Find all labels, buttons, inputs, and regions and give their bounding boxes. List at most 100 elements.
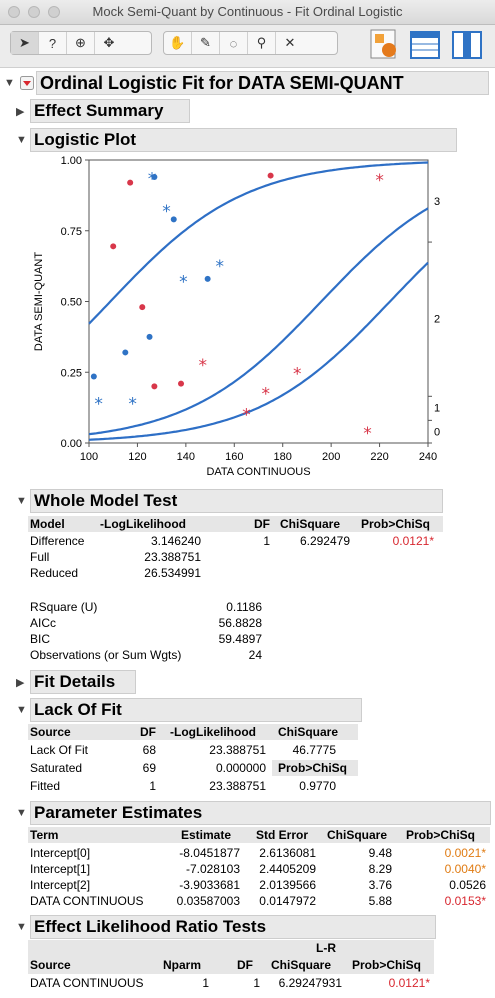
magnifier-tool-icon[interactable]: ⚲ <box>248 32 276 54</box>
data-point <box>151 383 158 390</box>
data-point <box>110 243 117 250</box>
table-header-row <box>28 724 358 740</box>
chisq-value: 46.7775 <box>292 743 336 757</box>
column-header: Prob>ChiSq <box>352 958 422 972</box>
disclosure-open-icon[interactable]: ▼ <box>16 134 27 146</box>
logistic-plot: 100 120 140 160 180 200 220 2400.000.250.500.75… <box>33 155 440 478</box>
estimate-value: -3.9033681 <box>179 878 240 892</box>
x-tick-label: 120 <box>128 451 146 463</box>
df-value: 1 <box>263 534 270 548</box>
column-header: Estimate <box>181 828 232 842</box>
disclosure-open-icon[interactable]: ▼ <box>16 921 27 933</box>
report-window-icon[interactable] <box>451 28 483 62</box>
data-point <box>122 349 129 356</box>
data-point <box>204 275 211 282</box>
column-header: Prob>ChiSq <box>406 828 476 842</box>
logistic-plot-header[interactable]: Logistic Plot <box>30 128 457 152</box>
column-header: ChiSquare <box>280 517 341 531</box>
data-table-icon[interactable] <box>409 28 441 62</box>
data-point-star: * <box>199 356 208 376</box>
whole-model-test-header[interactable]: Whole Model Test <box>30 489 443 513</box>
effect-lr-tests-header[interactable]: Effect Likelihood Ratio Tests <box>30 915 436 939</box>
plot-frame <box>88 159 429 444</box>
row-label: Lack Of Fit <box>30 743 89 757</box>
jmp-home-icon[interactable] <box>369 28 401 62</box>
data-point <box>267 172 274 179</box>
disclosure-closed-icon[interactable]: ▶ <box>16 106 25 118</box>
y-tick-label: 1.00 <box>61 155 82 167</box>
column-header: ChiSquare <box>278 725 339 739</box>
fit-details-header[interactable]: Fit Details <box>30 670 136 694</box>
zoom-window-button[interactable] <box>48 6 60 18</box>
stderr-value: 2.6136081 <box>259 846 316 860</box>
p-value: 0.0153* <box>444 894 486 908</box>
data-point-star: * <box>262 384 271 404</box>
stat-value: 59.4897 <box>218 632 262 646</box>
category-label: 0 <box>434 427 440 439</box>
grabber-tool-icon[interactable]: ✋ <box>164 32 192 54</box>
disclosure-closed-icon[interactable]: ▶ <box>16 677 25 689</box>
effect-summary-header[interactable]: Effect Summary <box>30 99 190 123</box>
lack-of-fit-header[interactable]: Lack Of Fit <box>30 698 362 722</box>
tool-group-1: ➤ ? ⊕ ✥ <box>10 31 152 55</box>
column-header: Model <box>30 517 65 531</box>
minimize-window-button[interactable] <box>28 6 40 18</box>
column-header: Std Error <box>256 828 309 842</box>
logistic-curve <box>88 161 429 325</box>
chisq-value: 8.29 <box>368 862 392 876</box>
stderr-value: 0.0147972 <box>259 894 316 908</box>
row-label: Saturated <box>30 761 83 775</box>
p-value: 0.0121* <box>388 976 430 990</box>
column-header: Source <box>30 725 71 739</box>
category-label: 2 <box>434 313 440 325</box>
column-header: DF <box>140 725 156 739</box>
stat-value: 24 <box>248 648 262 662</box>
x-tick-label: 100 <box>80 451 98 463</box>
p-value: 0.0121* <box>392 534 434 548</box>
data-point <box>178 380 185 387</box>
column-header: L-R <box>316 941 336 955</box>
row-label: DATA CONTINUOUS <box>30 976 144 990</box>
data-point <box>146 333 153 340</box>
brush-tool-icon[interactable]: ✎ <box>192 32 220 54</box>
annotate-tool-icon[interactable]: ✕ <box>284 35 296 50</box>
crosshair-tool-icon[interactable]: ⊕ <box>67 32 95 54</box>
prob-header-box <box>272 760 358 776</box>
loglik-value: 23.388751 <box>209 743 266 757</box>
red-triangle-menu-icon[interactable] <box>20 76 34 90</box>
lasso-tool-icon[interactable]: ◌ <box>220 32 248 54</box>
data-point <box>127 179 134 186</box>
x-axis-label: DATA CONTINUOUS <box>206 466 310 478</box>
chisq-value: 9.48 <box>368 846 392 860</box>
data-point-star: * <box>94 394 103 414</box>
loglik-value: 23.388751 <box>209 779 266 793</box>
disclosure-open-icon[interactable]: ▼ <box>16 704 27 716</box>
df-value: 69 <box>142 761 156 775</box>
parameter-estimates-header[interactable]: Parameter Estimates <box>30 801 491 825</box>
close-window-button[interactable] <box>8 6 20 18</box>
df-value: 68 <box>142 743 156 757</box>
y-tick-label: 0.50 <box>61 297 82 309</box>
y-axis-label: DATA SEMI-QUANT <box>33 252 45 351</box>
column-header: Term <box>30 828 59 842</box>
data-point-star: * <box>242 406 251 426</box>
disclosure-open-icon[interactable]: ▼ <box>16 495 27 507</box>
x-tick-label: 160 <box>225 451 243 463</box>
data-point-star: * <box>375 171 384 191</box>
loglik-value: 0.000000 <box>215 761 266 775</box>
window-titlebar: Mock Semi-Quant by Continuous - Fit Ordi… <box>0 0 495 25</box>
help-tool-icon[interactable]: ? <box>39 32 67 54</box>
arrow-tool-icon[interactable]: ➤ <box>11 32 39 54</box>
row-label: Full <box>30 550 50 564</box>
term-label: Intercept[2] <box>30 878 91 892</box>
chisq-value: 5.88 <box>368 894 392 908</box>
stat-label: RSquare (U) <box>30 600 98 614</box>
disclosure-open-icon[interactable]: ▼ <box>16 807 27 819</box>
data-point-star: * <box>216 257 225 277</box>
chisq-value: 6.292479 <box>299 534 350 548</box>
table-header-row <box>28 827 490 843</box>
disclosure-open-icon[interactable]: ▼ <box>4 77 15 89</box>
move-tool-icon[interactable]: ✥ <box>103 35 115 50</box>
toolbar: ➤ ? ⊕ ✥ ✋ ✎ ◌ ⚲ ✕ <box>0 25 495 68</box>
report-title: Ordinal Logistic Fit for DATA SEMI-QUANT <box>36 71 489 95</box>
